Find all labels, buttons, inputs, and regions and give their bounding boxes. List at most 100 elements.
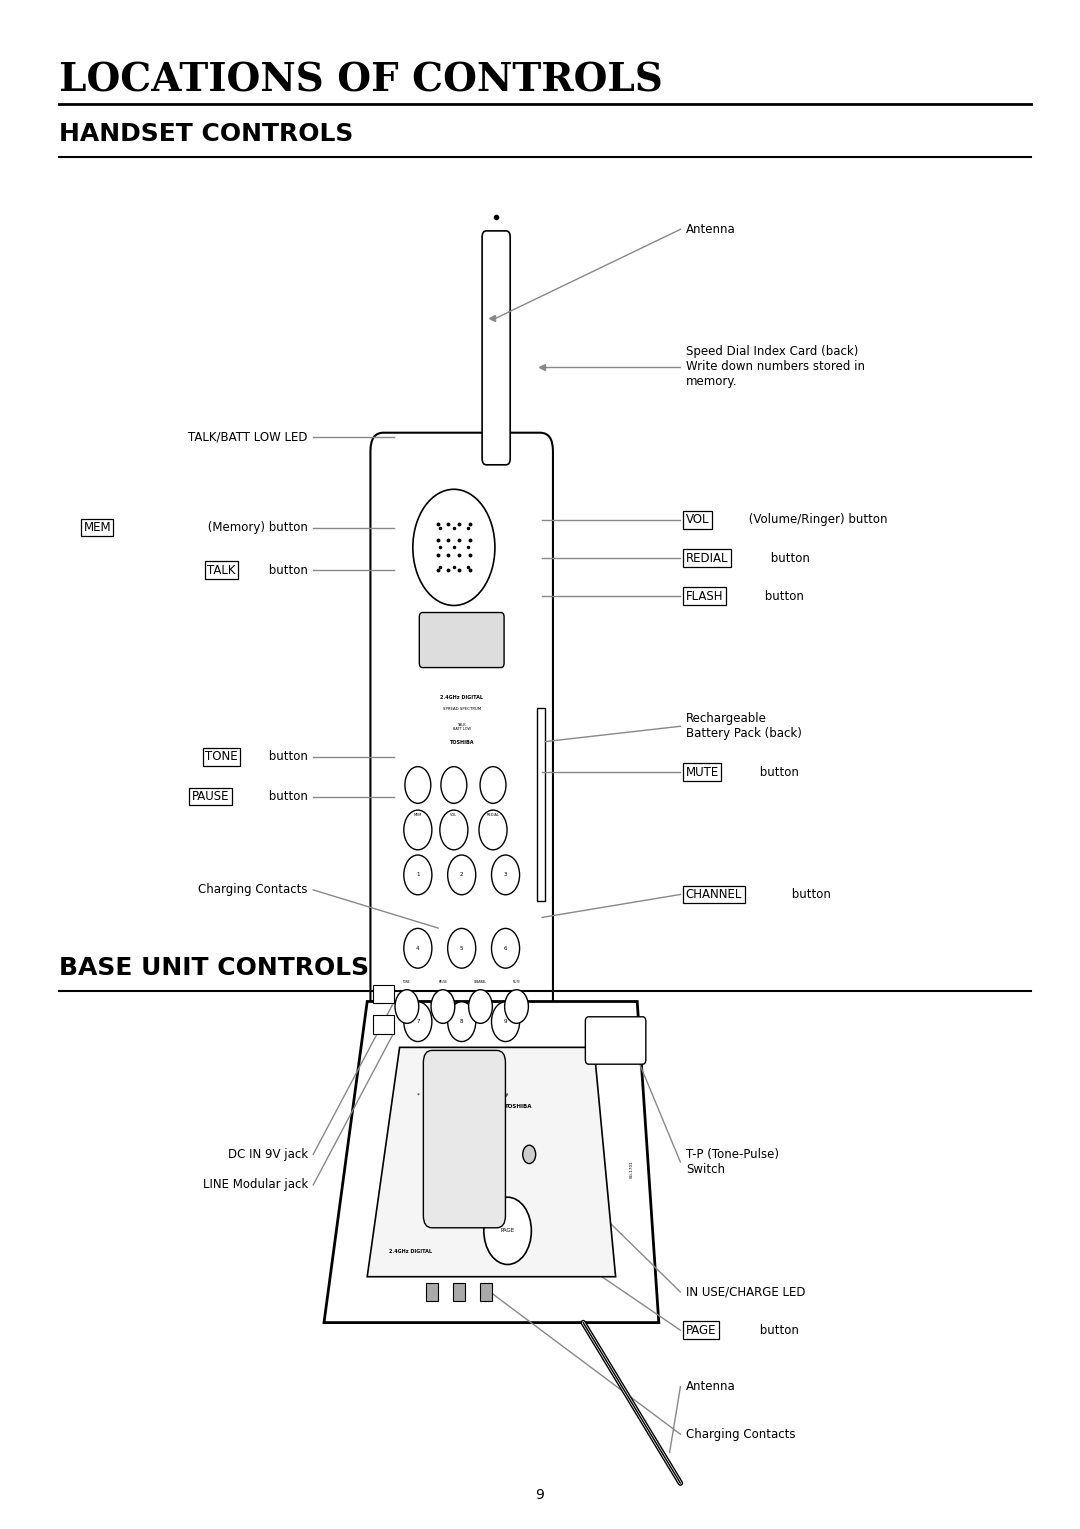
FancyBboxPatch shape xyxy=(537,708,545,901)
Text: 2: 2 xyxy=(460,873,463,878)
Text: LOCATIONS OF CONTROLS: LOCATIONS OF CONTROLS xyxy=(59,61,663,99)
Text: Antenna: Antenna xyxy=(686,223,735,235)
Circle shape xyxy=(447,1001,475,1041)
FancyBboxPatch shape xyxy=(370,433,553,1112)
Text: 9: 9 xyxy=(536,1488,544,1503)
Text: Charging Contacts: Charging Contacts xyxy=(199,884,308,896)
Text: 1: 1 xyxy=(416,873,420,878)
Text: SG-1701: SG-1701 xyxy=(630,1161,634,1179)
Text: PAGE: PAGE xyxy=(686,1324,716,1336)
FancyBboxPatch shape xyxy=(419,613,504,668)
Circle shape xyxy=(404,1075,432,1115)
Circle shape xyxy=(395,989,419,1023)
Text: CHANNEL: CHANNEL xyxy=(686,888,742,901)
FancyBboxPatch shape xyxy=(373,985,394,1003)
Polygon shape xyxy=(324,1001,659,1323)
Text: SPREAD SPECTRUM: SPREAD SPECTRUM xyxy=(443,708,481,711)
Text: button: button xyxy=(788,888,832,901)
Text: HANDSET CONTROLS: HANDSET CONTROLS xyxy=(59,122,354,147)
Text: TOSHIBA: TOSHIBA xyxy=(504,1104,532,1109)
Text: 2.4GHz DIGITAL: 2.4GHz DIGITAL xyxy=(389,1249,432,1254)
Text: button: button xyxy=(756,1324,799,1336)
Text: PAUSE: PAUSE xyxy=(192,790,229,803)
Text: 7: 7 xyxy=(416,1020,420,1024)
Text: button: button xyxy=(265,564,308,576)
Text: CHANNEL: CHANNEL xyxy=(474,980,487,983)
Circle shape xyxy=(404,810,432,850)
Circle shape xyxy=(441,766,467,803)
Circle shape xyxy=(404,855,432,894)
Text: (Volume/Ringer) button: (Volume/Ringer) button xyxy=(745,514,888,526)
Circle shape xyxy=(469,989,492,1023)
Circle shape xyxy=(413,489,495,605)
Circle shape xyxy=(484,1197,531,1264)
Circle shape xyxy=(523,1145,536,1164)
Text: REDIAL: REDIAL xyxy=(487,812,499,816)
Text: Antenna: Antenna xyxy=(686,1381,735,1393)
Text: TONE: TONE xyxy=(205,751,238,763)
Text: T-P (Tone-Pulse)
Switch: T-P (Tone-Pulse) Switch xyxy=(686,1148,779,1176)
Circle shape xyxy=(431,989,455,1023)
Text: MEM: MEM xyxy=(83,521,111,534)
Circle shape xyxy=(447,855,475,894)
Text: Charging Contacts: Charging Contacts xyxy=(686,1428,795,1440)
FancyBboxPatch shape xyxy=(423,1050,505,1228)
Text: button: button xyxy=(756,766,799,778)
Text: MUTE: MUTE xyxy=(686,766,719,778)
Circle shape xyxy=(504,989,528,1023)
Text: 3: 3 xyxy=(503,873,508,878)
Text: button: button xyxy=(761,590,805,602)
Text: BASE UNIT CONTROLS: BASE UNIT CONTROLS xyxy=(59,956,369,980)
Text: Rechargeable
Battery Pack (back): Rechargeable Battery Pack (back) xyxy=(686,713,801,740)
Text: PAUSE: PAUSE xyxy=(438,980,447,983)
Circle shape xyxy=(405,766,431,803)
Circle shape xyxy=(447,1075,475,1115)
Text: 0: 0 xyxy=(460,1093,463,1098)
Text: 6: 6 xyxy=(503,946,508,951)
Text: 2.4GHz DIGITAL: 2.4GHz DIGITAL xyxy=(441,696,483,700)
Text: FLASH: FLASH xyxy=(686,590,724,602)
Text: button: button xyxy=(265,751,308,763)
Text: Speed Dial Index Card (back)
Write down numbers stored in
memory.: Speed Dial Index Card (back) Write down … xyxy=(686,346,865,388)
Text: 9: 9 xyxy=(503,1020,508,1024)
Text: button: button xyxy=(265,790,308,803)
Text: 4: 4 xyxy=(416,946,420,951)
Circle shape xyxy=(440,810,468,850)
Text: VOL: VOL xyxy=(686,514,710,526)
Circle shape xyxy=(404,1001,432,1041)
Text: IN USE/CHARGE LED: IN USE/CHARGE LED xyxy=(686,1286,806,1298)
Circle shape xyxy=(447,928,475,968)
Polygon shape xyxy=(367,1047,616,1277)
FancyBboxPatch shape xyxy=(430,1105,492,1124)
FancyBboxPatch shape xyxy=(480,1283,492,1301)
Text: VOL: VOL xyxy=(450,812,458,816)
Text: TOSHIBA: TOSHIBA xyxy=(449,740,474,745)
Text: *: * xyxy=(417,1093,419,1098)
FancyBboxPatch shape xyxy=(426,1283,438,1301)
Circle shape xyxy=(480,810,508,850)
Text: 5: 5 xyxy=(460,946,463,951)
FancyBboxPatch shape xyxy=(453,1283,465,1301)
Circle shape xyxy=(491,1075,519,1115)
Circle shape xyxy=(491,855,519,894)
Text: 8: 8 xyxy=(460,1020,463,1024)
FancyBboxPatch shape xyxy=(482,231,510,465)
Text: TALK/BATT LOW LED: TALK/BATT LOW LED xyxy=(188,431,308,443)
Circle shape xyxy=(480,766,505,803)
FancyBboxPatch shape xyxy=(585,1017,646,1064)
Text: TALK
BATT LOW: TALK BATT LOW xyxy=(453,723,471,731)
Text: MEM: MEM xyxy=(414,812,422,816)
Text: TONE: TONE xyxy=(403,980,410,983)
Text: MUTE: MUTE xyxy=(513,980,521,983)
Text: button: button xyxy=(767,552,810,564)
Text: REDIAL: REDIAL xyxy=(686,552,728,564)
Circle shape xyxy=(404,928,432,968)
Text: #: # xyxy=(503,1093,508,1098)
Text: LINE Modular jack: LINE Modular jack xyxy=(203,1179,308,1191)
Circle shape xyxy=(491,1001,519,1041)
FancyBboxPatch shape xyxy=(373,1015,394,1034)
Text: PAGE: PAGE xyxy=(500,1228,515,1234)
Circle shape xyxy=(491,928,519,968)
Text: DC IN 9V jack: DC IN 9V jack xyxy=(228,1148,308,1161)
Text: TALK: TALK xyxy=(207,564,235,576)
